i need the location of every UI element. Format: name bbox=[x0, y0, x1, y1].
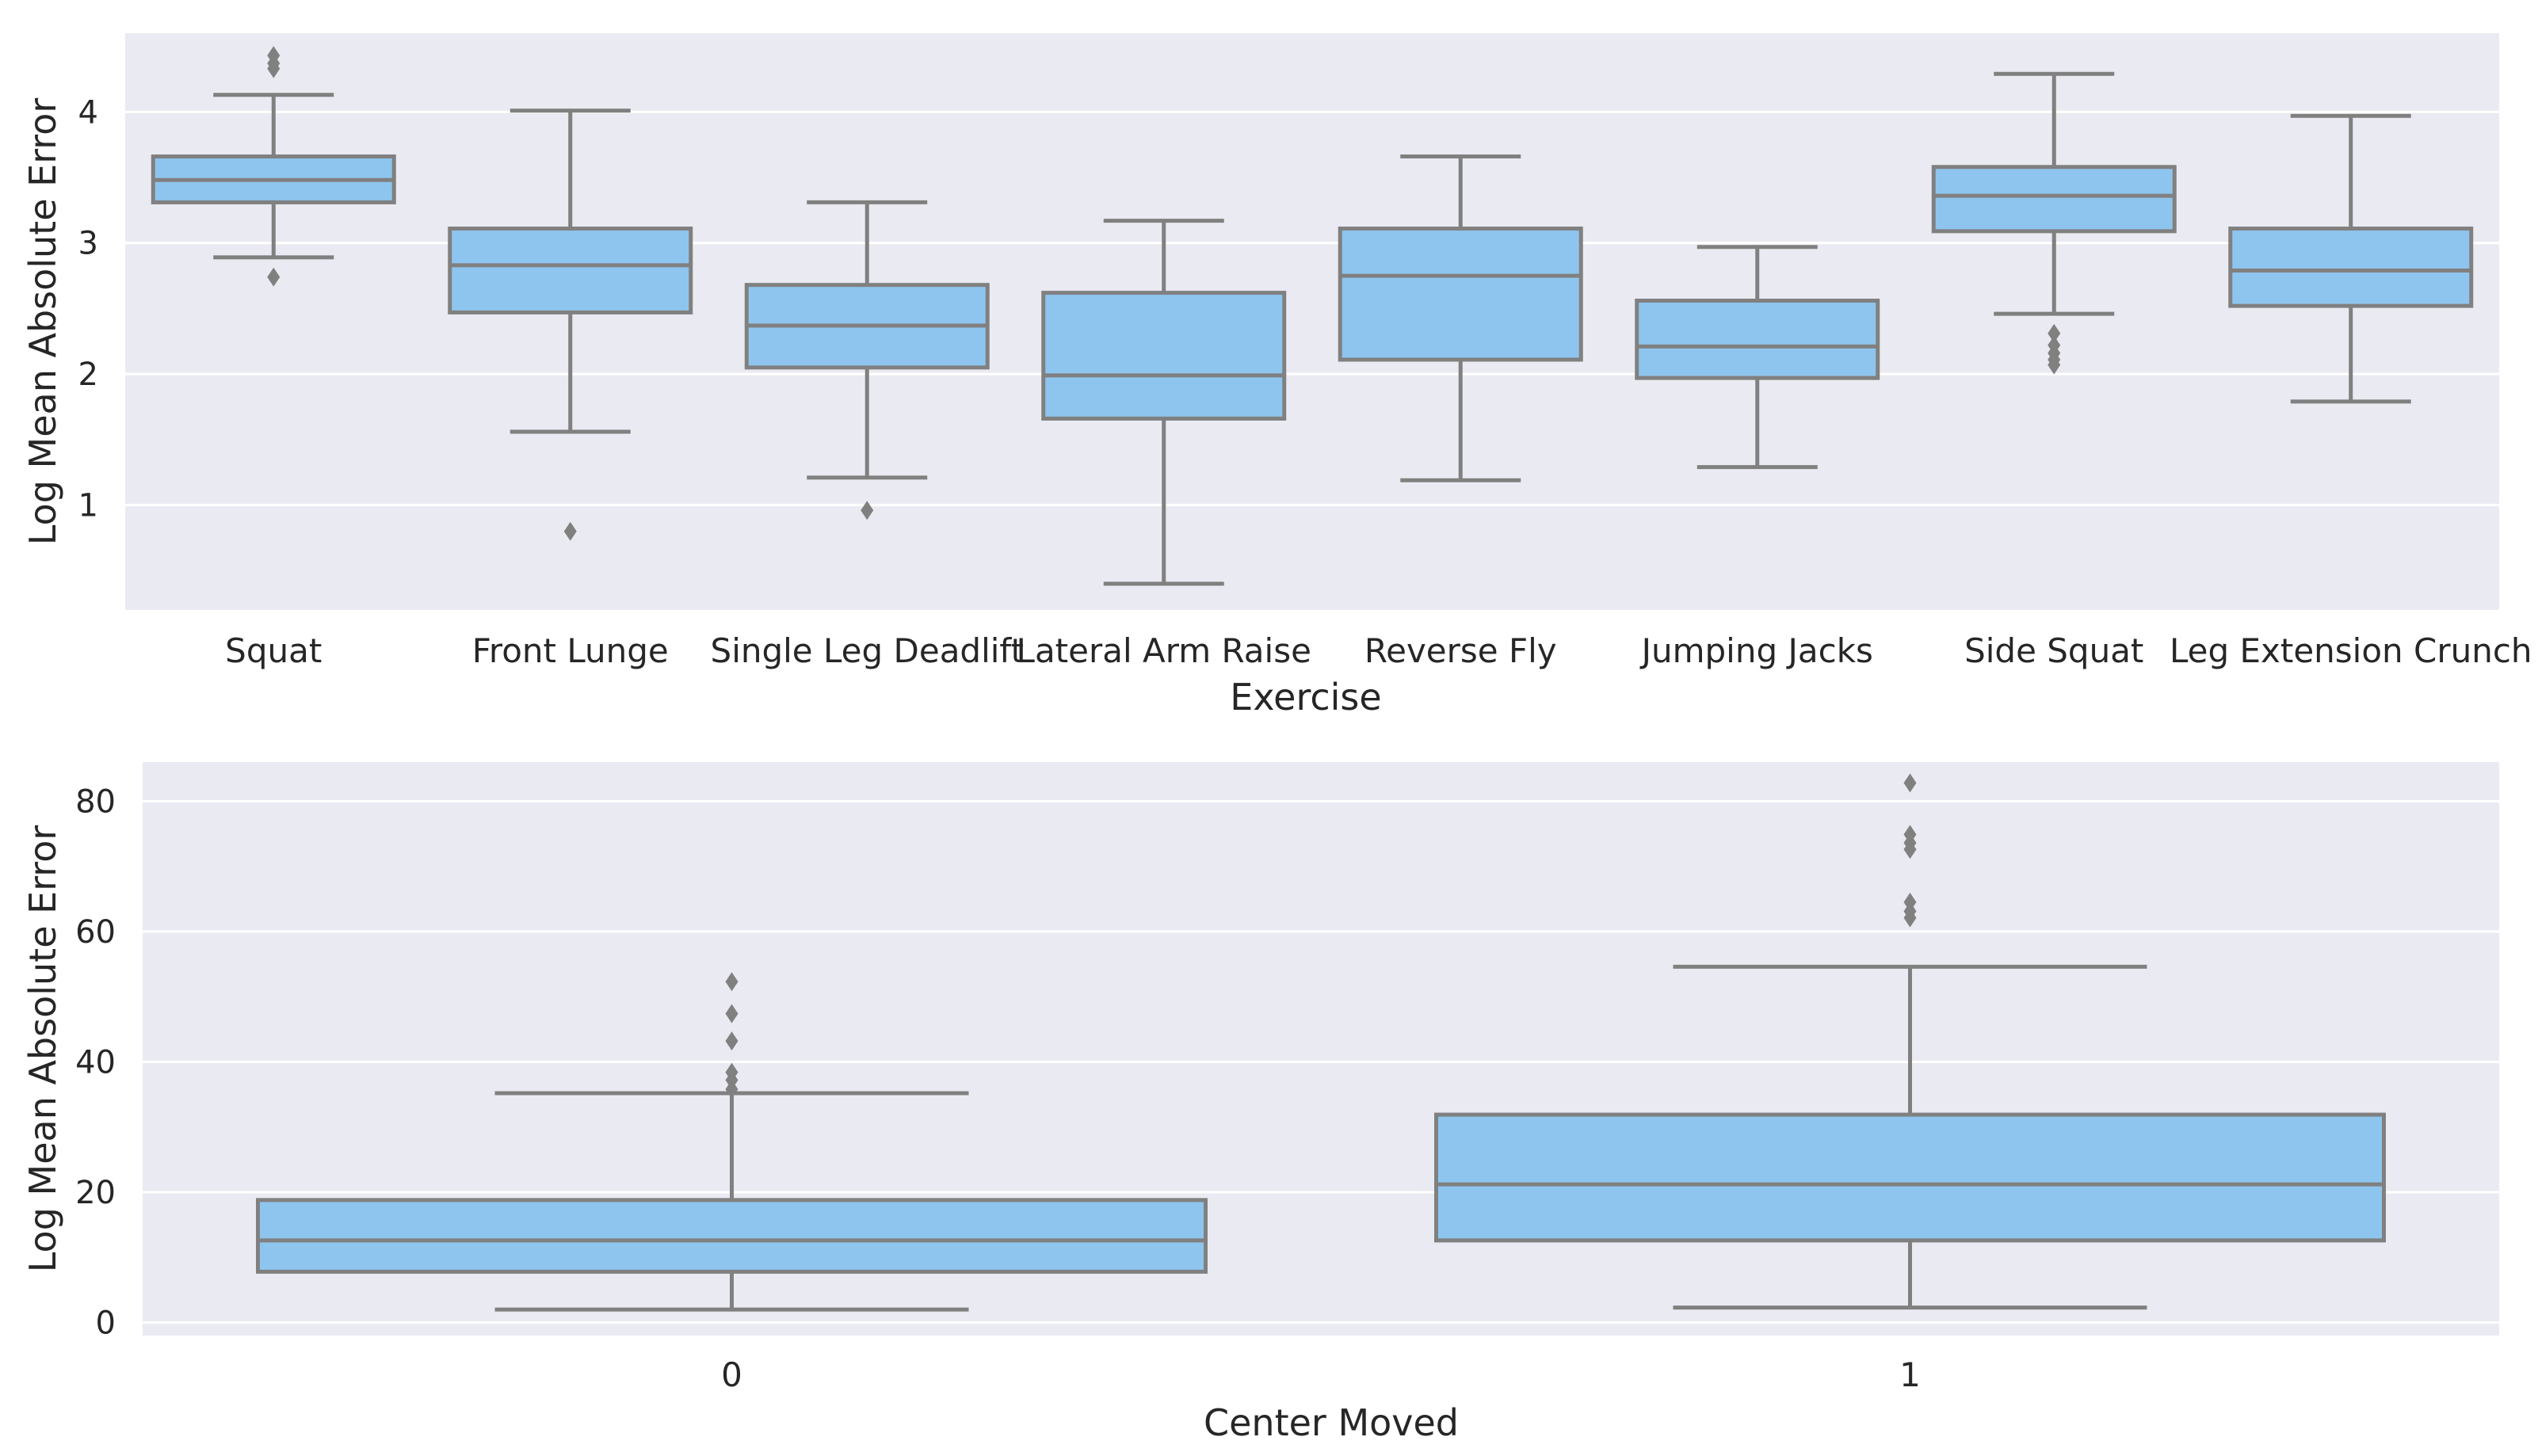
exercise-x-tick-label-leg-extension-crunch: Leg Extension Crunch bbox=[2170, 631, 2532, 670]
exercise-y-tick-label: 1 bbox=[78, 488, 98, 524]
center-moved-x-tick-label-0: 0 bbox=[721, 1355, 742, 1394]
exercise-y-tick-label: 3 bbox=[78, 226, 98, 262]
exercise-y-tick-label: 4 bbox=[78, 94, 98, 131]
exercise-boxplot-panel: 1 2 3 4 Squat Front Lunge Single Leg Deadlift… bbox=[21, 33, 2532, 718]
exercise-outlier-side-squat bbox=[2048, 335, 2061, 355]
exercise-y-axis-label: Log Mean Absolute Error bbox=[21, 98, 64, 546]
center-moved-outlier-0 bbox=[725, 972, 739, 992]
center-moved-box-0 bbox=[256, 1198, 1208, 1274]
exercise-x-tick-label-single-leg-deadlift: Single Leg Deadlift bbox=[711, 631, 1024, 670]
center-moved-outlier-0 bbox=[725, 1062, 739, 1082]
exercise-box-front-lunge bbox=[448, 227, 693, 314]
center-moved-outlier-1 bbox=[1903, 825, 1917, 844]
exercise-outlier-side-squat bbox=[2048, 323, 2061, 343]
center-moved-x-axis-label: Center Moved bbox=[1204, 1401, 1459, 1444]
center-moved-outlier-1 bbox=[1903, 892, 1917, 912]
exercise-box-jumping-jacks bbox=[1635, 299, 1880, 380]
center-moved-y-axis-label: Log Mean Absolute Error bbox=[21, 825, 64, 1273]
center-moved-y-tick-label: 60 bbox=[75, 914, 116, 951]
exercise-outlier-single-leg-deadlift bbox=[861, 501, 874, 520]
exercise-outlier-front-lunge bbox=[563, 521, 577, 541]
center-moved-y-tick-label: 40 bbox=[75, 1044, 116, 1081]
center-moved-outlier-0 bbox=[725, 1004, 739, 1023]
exercise-box-leg-extension-crunch bbox=[2228, 227, 2474, 308]
exercise-x-tick-label-front-lunge: Front Lunge bbox=[472, 631, 669, 670]
exercise-x-tick-label-jumping-jacks: Jumping Jacks bbox=[1639, 631, 1873, 670]
exercise-outlier-squat bbox=[267, 46, 281, 66]
exercise-box-reverse-fly bbox=[1338, 227, 1583, 362]
center-moved-y-tick-label: 80 bbox=[75, 783, 116, 820]
exercise-box-side-squat bbox=[1931, 165, 2177, 234]
exercise-x-axis-label: Exercise bbox=[1230, 676, 1381, 718]
center-moved-y-tick-label: 20 bbox=[75, 1175, 116, 1211]
center-moved-y-tick-label: 0 bbox=[96, 1305, 116, 1342]
exercise-box-lateral-arm-raise bbox=[1041, 291, 1287, 421]
center-moved-boxplot-panel: 0 20 40 60 80 0 1 Center Moved Log Mean Absol… bbox=[21, 762, 2499, 1444]
exercise-x-tick-label-reverse-fly: Reverse Fly bbox=[1364, 631, 1557, 670]
center-moved-x-tick-label-1: 1 bbox=[1899, 1355, 1921, 1394]
exercise-outlier-squat bbox=[267, 267, 281, 287]
exercise-x-tick-label-lateral-arm-raise: Lateral Arm Raise bbox=[1017, 631, 1311, 670]
center-moved-box-1 bbox=[1434, 1112, 2386, 1243]
exercise-x-tick-label-squat: Squat bbox=[225, 631, 322, 670]
exercise-x-tick-label-side-squat: Side Squat bbox=[1964, 631, 2143, 670]
exercise-plot-area bbox=[125, 33, 2499, 610]
center-moved-outlier-1 bbox=[1903, 773, 1917, 793]
exercise-y-tick-label: 2 bbox=[78, 356, 98, 393]
center-moved-outlier-0 bbox=[725, 1031, 739, 1051]
